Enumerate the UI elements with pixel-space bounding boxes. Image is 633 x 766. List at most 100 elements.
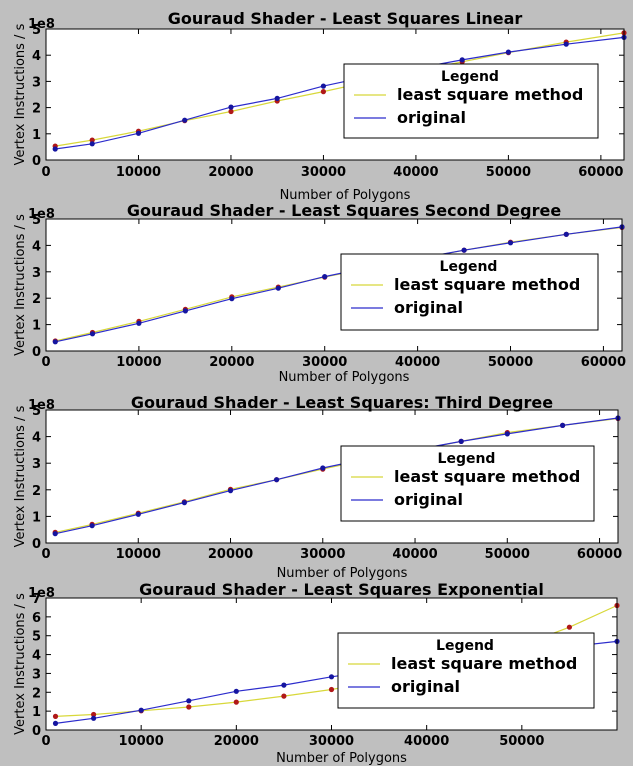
x-tick-label: 30000 bbox=[302, 355, 347, 370]
x-tick-label: 10000 bbox=[119, 734, 164, 749]
x-tick-label: 20000 bbox=[214, 734, 259, 749]
original-data-point bbox=[52, 146, 58, 152]
original-data-point bbox=[505, 49, 511, 55]
plot-frame bbox=[45, 218, 623, 352]
legend-item-label: original bbox=[394, 490, 463, 509]
y-tick-label: 5 bbox=[32, 23, 41, 38]
original-data-point bbox=[320, 83, 326, 89]
y-axis-label: Vertex Instructions / s bbox=[13, 405, 28, 547]
original-data-point bbox=[52, 720, 59, 727]
legend-item-label: least square method bbox=[394, 467, 580, 486]
x-tick-label: 20000 bbox=[208, 547, 253, 562]
axis-multiplier: 1e8 bbox=[28, 207, 55, 222]
y-axis-label: Vertex Instructions / s bbox=[13, 23, 28, 165]
legend-title: Legend bbox=[440, 259, 498, 275]
original-data-point bbox=[135, 130, 142, 136]
fit-data-point bbox=[281, 693, 287, 699]
chart-title: Gouraud Shader - Least Squares Linear bbox=[168, 9, 523, 28]
y-tick-label: 1 bbox=[32, 705, 41, 720]
axis-multiplier: 1e8 bbox=[28, 398, 55, 413]
y-tick-label: 5 bbox=[32, 213, 41, 228]
x-tick-label: 60000 bbox=[578, 165, 623, 180]
x-tick-label: 40000 bbox=[404, 734, 449, 749]
plot-frame bbox=[45, 28, 625, 161]
original-data-point bbox=[186, 698, 192, 704]
original-data-point bbox=[563, 231, 569, 237]
legend-box bbox=[343, 63, 599, 139]
y-tick-label: 3 bbox=[32, 75, 41, 90]
legend-item-label: original bbox=[394, 298, 463, 317]
chart-panel-3: 0 10000 20000 30000 40000 50000 60000 0 1 2 3 4 51e8… bbox=[13, 393, 622, 581]
y-tick-label: 7 bbox=[32, 592, 41, 607]
plot-frame bbox=[45, 409, 619, 544]
original-data-point bbox=[458, 438, 464, 444]
y-tick-label: 0 bbox=[32, 154, 41, 169]
legend-item-label: least square method bbox=[391, 654, 577, 673]
x-tick-label: 0 bbox=[41, 355, 50, 370]
fit-data-point bbox=[328, 686, 335, 693]
legend-box bbox=[340, 253, 599, 331]
x-tick-label: 50000 bbox=[499, 734, 544, 749]
original-data-point bbox=[89, 331, 96, 337]
fit-data-point bbox=[228, 108, 234, 115]
y-tick-label: 0 bbox=[32, 724, 41, 739]
original-data-point bbox=[52, 339, 58, 345]
original-data-point bbox=[322, 274, 328, 280]
original-data-point bbox=[274, 477, 280, 483]
fit-data-point bbox=[186, 704, 192, 710]
chart-panel-2: 0 10000 20000 30000 40000 50000 60000 0 1 2 3 4 51e8… bbox=[13, 201, 626, 385]
y-tick-label: 0 bbox=[32, 537, 41, 552]
fit-data-point bbox=[91, 711, 97, 718]
y-tick-label: 1 bbox=[32, 128, 41, 143]
legend-item-label: original bbox=[391, 677, 460, 696]
x-axis-label: Number of Polygons bbox=[279, 370, 410, 385]
y-tick-label: 4 bbox=[32, 431, 41, 446]
y-tick-label: 2 bbox=[32, 292, 41, 307]
y-tick-label: 4 bbox=[32, 649, 41, 664]
fit-data-point bbox=[233, 699, 239, 705]
axis-multiplier: 1e8 bbox=[28, 586, 55, 601]
x-tick-label: 40000 bbox=[392, 547, 437, 562]
original-data-point bbox=[274, 95, 280, 101]
legend-item-label: least square method bbox=[394, 275, 580, 294]
x-tick-label: 10000 bbox=[116, 547, 161, 562]
original-data-point bbox=[182, 117, 188, 123]
original-data-point bbox=[320, 465, 326, 471]
chart-panel-1: 0 10000 20000 30000 40000 50000 60000 0 1 2 3 4 51e8… bbox=[13, 9, 627, 203]
x-tick-label: 30000 bbox=[300, 547, 345, 562]
y-tick-label: 3 bbox=[32, 667, 41, 682]
original-data-point bbox=[459, 57, 465, 63]
original-data-point bbox=[89, 141, 95, 147]
y-tick-label: 1 bbox=[32, 510, 41, 525]
x-tick-label: 0 bbox=[41, 165, 50, 180]
x-tick-label: 60000 bbox=[577, 547, 622, 562]
x-tick-label: 0 bbox=[41, 547, 50, 562]
x-tick-label: 50000 bbox=[485, 547, 530, 562]
original-data-point bbox=[135, 511, 141, 517]
y-tick-label: 2 bbox=[32, 484, 41, 499]
original-data-point bbox=[328, 674, 335, 680]
fit-data-point bbox=[52, 713, 59, 720]
original-data-point bbox=[233, 688, 239, 694]
legend-title: Legend bbox=[441, 69, 499, 85]
y-axis-label: Vertex Instructions / s bbox=[13, 593, 28, 735]
x-tick-label: 10000 bbox=[116, 165, 161, 180]
y-tick-label: 2 bbox=[32, 102, 41, 117]
legend-box bbox=[340, 445, 595, 522]
x-tick-label: 50000 bbox=[488, 355, 533, 370]
y-tick-label: 5 bbox=[32, 630, 41, 645]
original-data-point bbox=[52, 531, 58, 537]
fit-data-point bbox=[320, 89, 326, 95]
y-tick-label: 1 bbox=[32, 319, 41, 334]
y-tick-label: 4 bbox=[32, 49, 41, 64]
legend-box bbox=[337, 632, 595, 709]
x-tick-label: 0 bbox=[41, 734, 50, 749]
original-data-point bbox=[281, 682, 287, 688]
x-tick-label: 40000 bbox=[395, 355, 440, 370]
legend-item-label: least square method bbox=[397, 85, 583, 104]
